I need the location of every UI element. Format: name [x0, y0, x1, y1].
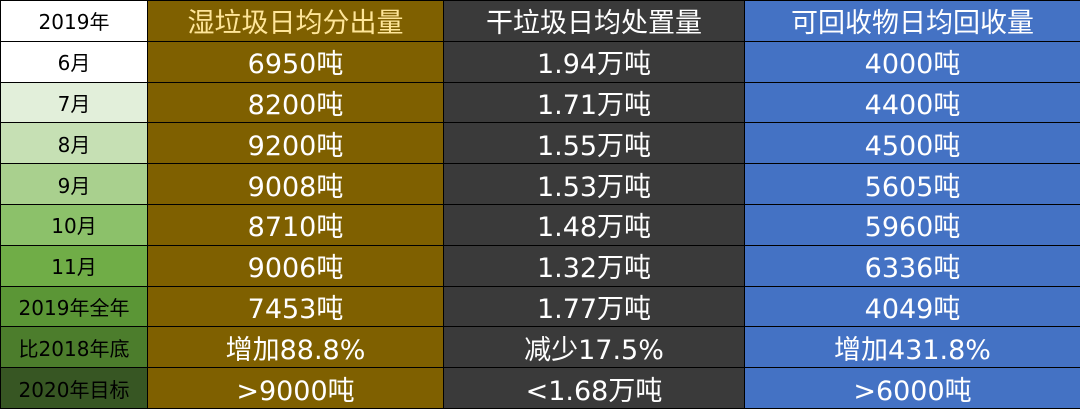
table-cell: >6000吨 — [745, 368, 1080, 409]
table-cell: 4500吨 — [745, 123, 1080, 164]
table-cell: 1.48万吨 — [444, 204, 745, 245]
table-cell: 8710吨 — [148, 204, 444, 245]
table-cell: 4049吨 — [745, 286, 1080, 327]
table-cell: 6月 — [1, 41, 148, 82]
table-cell: 9006吨 — [148, 245, 444, 286]
header-cell: 干垃圾日均处置量 — [444, 1, 745, 42]
table-cell: 1.53万吨 — [444, 164, 745, 205]
header-row: 2019年湿垃圾日均分出量干垃圾日均处置量可回收物日均回收量 — [1, 1, 1080, 42]
table-cell: 8月 — [1, 123, 148, 164]
table-cell: 6950吨 — [148, 41, 444, 82]
table-cell: 减少17.5% — [444, 327, 745, 368]
table-cell: 5605吨 — [745, 164, 1080, 205]
table-cell: 4000吨 — [745, 41, 1080, 82]
table-cell: 9200吨 — [148, 123, 444, 164]
table-row: 比2018年底增加88.8%减少17.5%增加431.8% — [1, 327, 1080, 368]
table-cell: >9000吨 — [148, 368, 444, 409]
table-row: 2020年目标>9000吨<1.68万吨>6000吨 — [1, 368, 1080, 409]
header-cell: 湿垃圾日均分出量 — [148, 1, 444, 42]
table-cell: 7月 — [1, 82, 148, 123]
table-cell: 增加88.8% — [148, 327, 444, 368]
table-cell: 2020年目标 — [1, 368, 148, 409]
table-cell: 9008吨 — [148, 164, 444, 205]
table-cell: 5960吨 — [745, 204, 1080, 245]
table-cell: 7453吨 — [148, 286, 444, 327]
header-cell: 可回收物日均回收量 — [745, 1, 1080, 42]
table-cell: <1.68万吨 — [444, 368, 745, 409]
table-cell: 1.32万吨 — [444, 245, 745, 286]
table-cell: 增加431.8% — [745, 327, 1080, 368]
table-cell: 6336吨 — [745, 245, 1080, 286]
table-cell: 1.55万吨 — [444, 123, 745, 164]
table-cell: 8200吨 — [148, 82, 444, 123]
table-cell: 9月 — [1, 164, 148, 205]
table-cell: 11月 — [1, 245, 148, 286]
table-cell: 4400吨 — [745, 82, 1080, 123]
table-cell: 比2018年底 — [1, 327, 148, 368]
table-cell: 10月 — [1, 204, 148, 245]
table-cell: 2019年全年 — [1, 286, 148, 327]
header-cell: 2019年 — [1, 1, 148, 42]
table-cell: 1.94万吨 — [444, 41, 745, 82]
table-cell: 1.71万吨 — [444, 82, 745, 123]
table-cell: 1.77万吨 — [444, 286, 745, 327]
